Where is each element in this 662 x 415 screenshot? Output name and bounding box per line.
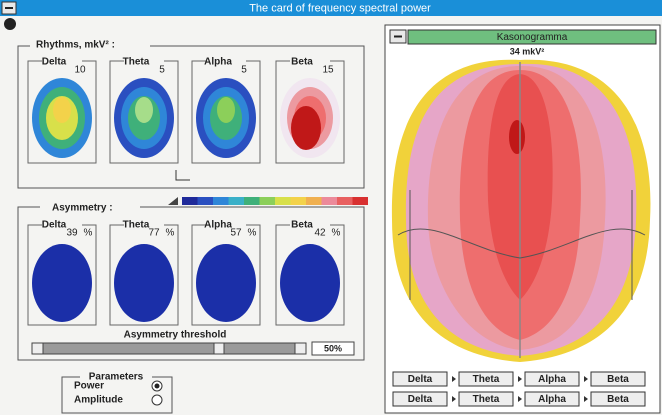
map-value: 39 (66, 228, 78, 239)
option-label: Amplitude (74, 395, 123, 406)
separator-arrow (584, 376, 588, 382)
head-map (217, 97, 235, 123)
asymmetry-label: Asymmetry : (52, 203, 113, 214)
map-name: Theta (123, 220, 150, 231)
option-label: Power (74, 381, 104, 392)
map-name: Beta (291, 57, 313, 68)
head-map (53, 97, 71, 123)
map-unit: % (166, 228, 175, 239)
separator-arrow (518, 376, 522, 382)
scale-cell (197, 197, 213, 205)
scale-cell (306, 197, 322, 205)
separator-arrow (518, 396, 522, 402)
label-bg (124, 56, 164, 66)
map-value: 15 (322, 65, 334, 76)
scale-cell (337, 197, 353, 205)
color-scale (168, 197, 368, 205)
map-value: 5 (159, 65, 165, 76)
slider-left[interactable] (31, 342, 44, 355)
map-unit: % (84, 228, 93, 239)
asymmetry-group (17, 206, 365, 361)
threshold-slider[interactable] (31, 342, 307, 355)
band-button[interactable] (392, 391, 448, 407)
map-name: Alpha (204, 220, 232, 231)
separator-arrow (452, 376, 456, 382)
map-value: 10 (74, 65, 86, 76)
head-map (32, 244, 92, 322)
slider-thumb[interactable] (213, 342, 225, 355)
band-button-label: Alpha (538, 394, 566, 405)
threshold-value: 50% (324, 343, 342, 353)
band-button-label: Delta (408, 374, 433, 385)
big-map (391, 59, 651, 362)
map-name: Beta (291, 220, 313, 231)
band-button[interactable] (590, 391, 646, 407)
scale-cell (213, 197, 229, 205)
title-bar (0, 0, 662, 16)
band-button-label: Beta (607, 374, 629, 385)
band-button-label: Alpha (538, 374, 566, 385)
head-map (114, 244, 174, 322)
head-map (135, 97, 153, 123)
kasonogramma-title: Kasonogramma (497, 32, 568, 43)
scale-cell (321, 197, 337, 205)
band-button-label: Beta (607, 394, 629, 405)
radio-dot (154, 383, 160, 389)
label-bg (290, 56, 330, 66)
label-bg (206, 56, 246, 66)
threshold-label: Asymmetry threshold (124, 330, 227, 341)
map-value: 42 (314, 228, 326, 239)
separator-arrow (452, 396, 456, 402)
band-button[interactable] (524, 371, 580, 387)
band-button[interactable] (458, 391, 514, 407)
window-title: The card of frequency spectral power (249, 2, 431, 14)
head-map (280, 244, 340, 322)
band-button-label: Theta (473, 394, 500, 405)
map-name: Delta (42, 220, 67, 231)
label-bg (42, 219, 82, 229)
band-button[interactable] (590, 371, 646, 387)
threshold-box (311, 341, 355, 356)
slider-right[interactable] (294, 342, 307, 355)
map-value: 77 (148, 228, 160, 239)
head-map (196, 244, 256, 322)
band-button-label: Theta (473, 374, 500, 385)
map-value: 5 (241, 65, 247, 76)
map-name: Theta (123, 57, 150, 68)
separator-arrow (584, 396, 588, 402)
band-button-label: Delta (408, 394, 433, 405)
map-name: Delta (42, 57, 67, 68)
scale-cell (228, 197, 244, 205)
scale-cell (352, 197, 368, 205)
map-name: Alpha (204, 57, 232, 68)
band-button[interactable] (524, 391, 580, 407)
scale-cell (182, 197, 198, 205)
label-bg (124, 219, 164, 229)
map-unit: % (332, 228, 341, 239)
scale-cell (259, 197, 275, 205)
radio[interactable] (151, 394, 163, 406)
panel-header (407, 29, 657, 45)
band-button[interactable] (392, 371, 448, 387)
label-bg (290, 219, 330, 229)
head-map (291, 106, 321, 150)
scale-arrow (168, 197, 178, 205)
scale-cell (244, 197, 260, 205)
rhythms-label: Rhythms, mkV² : (36, 40, 115, 51)
kasonogramma-value: 34 mkV² (510, 46, 545, 56)
label-bg (206, 219, 246, 229)
info-icon[interactable] (4, 18, 16, 30)
parameters-title: Parameters (89, 372, 144, 383)
label-bg (42, 56, 82, 66)
scale-cell (290, 197, 306, 205)
rhythms-group (17, 45, 365, 189)
map-value: 57 (230, 228, 242, 239)
map-unit: % (248, 228, 257, 239)
band-button[interactable] (458, 371, 514, 387)
scale-cell (275, 197, 291, 205)
